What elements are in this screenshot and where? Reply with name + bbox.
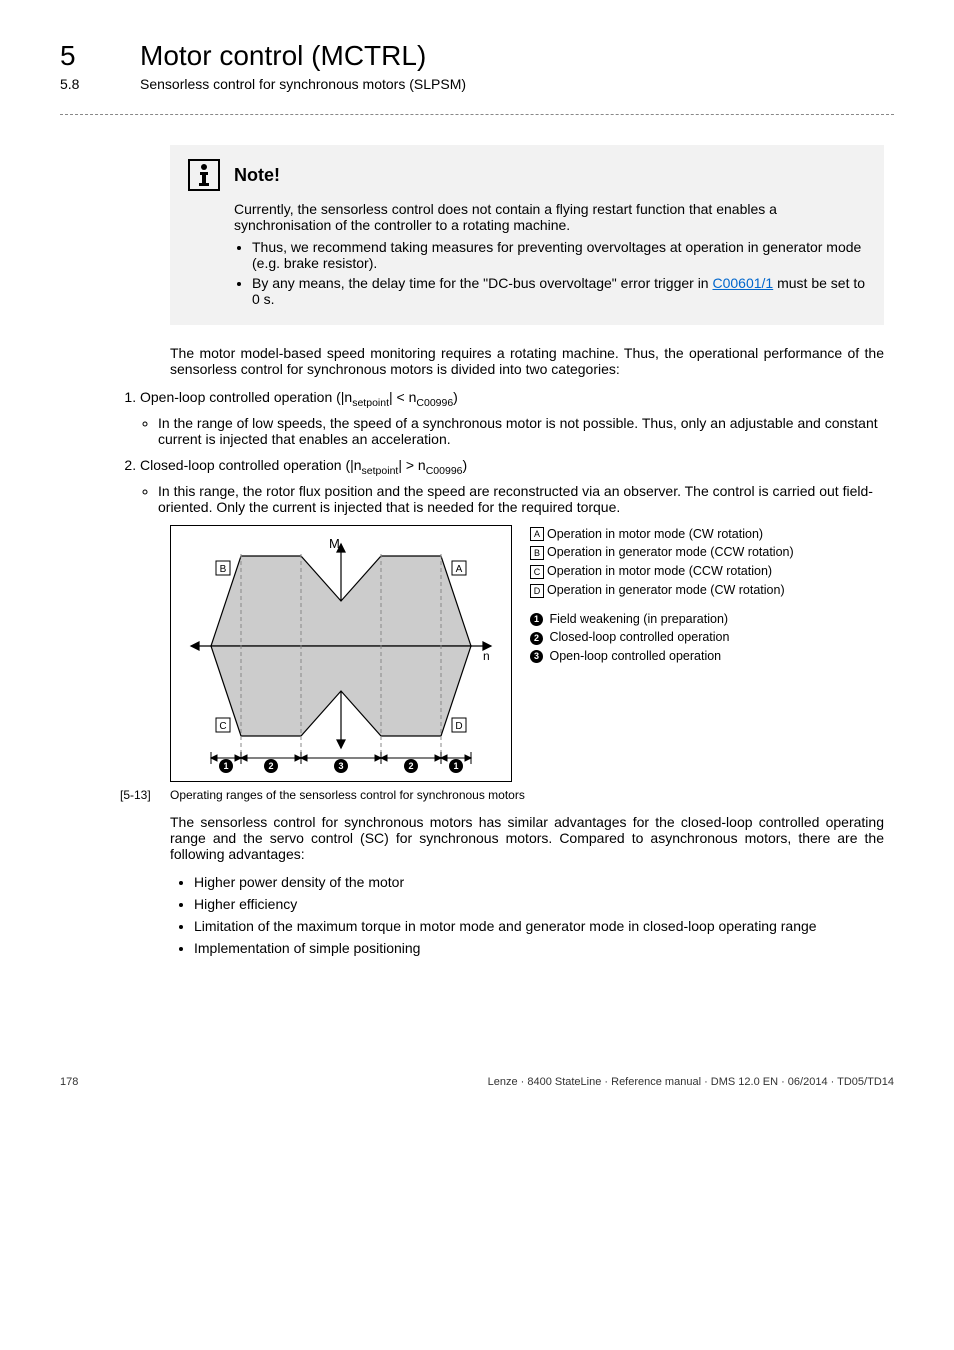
section-number: 5.8 <box>60 76 100 92</box>
svg-text:D: D <box>455 721 462 732</box>
chapter-number: 5 <box>60 40 100 72</box>
divider <box>60 114 894 115</box>
page-number: 178 <box>60 1076 78 1088</box>
svg-text:1: 1 <box>223 761 228 771</box>
bullet-item: Limitation of the maximum torque in moto… <box>194 918 884 934</box>
svg-text:2: 2 <box>268 761 273 771</box>
paragraph: The sensorless control for synchronous m… <box>170 814 884 862</box>
note-box: Note! Currently, the sensorless control … <box>170 145 884 325</box>
step-1: Open-loop controlled operation (|nsetpoi… <box>140 389 884 447</box>
operating-ranges-diagram: M n B <box>170 525 512 782</box>
svg-text:2: 2 <box>408 761 413 771</box>
note-title: Note! <box>234 165 280 186</box>
note-bullet: By any means, the delay time for the "DC… <box>252 275 866 307</box>
step-1-bullet: In the range of low speeds, the speed of… <box>158 415 884 447</box>
figure-number: [5-13] <box>120 788 160 802</box>
svg-text:C: C <box>219 721 226 732</box>
svg-text:3: 3 <box>338 761 343 771</box>
bullet-item: Implementation of simple positioning <box>194 940 884 956</box>
note-bullet: Thus, we recommend taking measures for p… <box>252 239 866 271</box>
svg-text:B: B <box>220 564 227 575</box>
step-2-bullet: In this range, the rotor flux position a… <box>158 483 884 515</box>
svg-text:A: A <box>456 564 463 575</box>
axis-label-m: M <box>329 536 340 551</box>
info-icon <box>188 159 220 191</box>
svg-text:1: 1 <box>453 761 458 771</box>
link-c00601[interactable]: C00601/1 <box>712 275 773 291</box>
bullet-item: Higher power density of the motor <box>194 874 884 890</box>
step-2: Closed-loop controlled operation (|nsetp… <box>140 457 884 515</box>
figure-caption: Operating ranges of the sensorless contr… <box>170 788 525 802</box>
figure-legend: AOperation in motor mode (CW rotation) B… <box>530 525 794 666</box>
chapter-title: Motor control (MCTRL) <box>140 40 426 72</box>
axis-label-n: n <box>483 649 490 663</box>
footer-text: Lenze · 8400 StateLine · Reference manua… <box>488 1076 894 1088</box>
section-title: Sensorless control for synchronous motor… <box>140 76 466 92</box>
paragraph: The motor model-based speed monitoring r… <box>170 345 884 377</box>
bullet-item: Higher efficiency <box>194 896 884 912</box>
note-body-text: Currently, the sensorless control does n… <box>234 201 866 233</box>
